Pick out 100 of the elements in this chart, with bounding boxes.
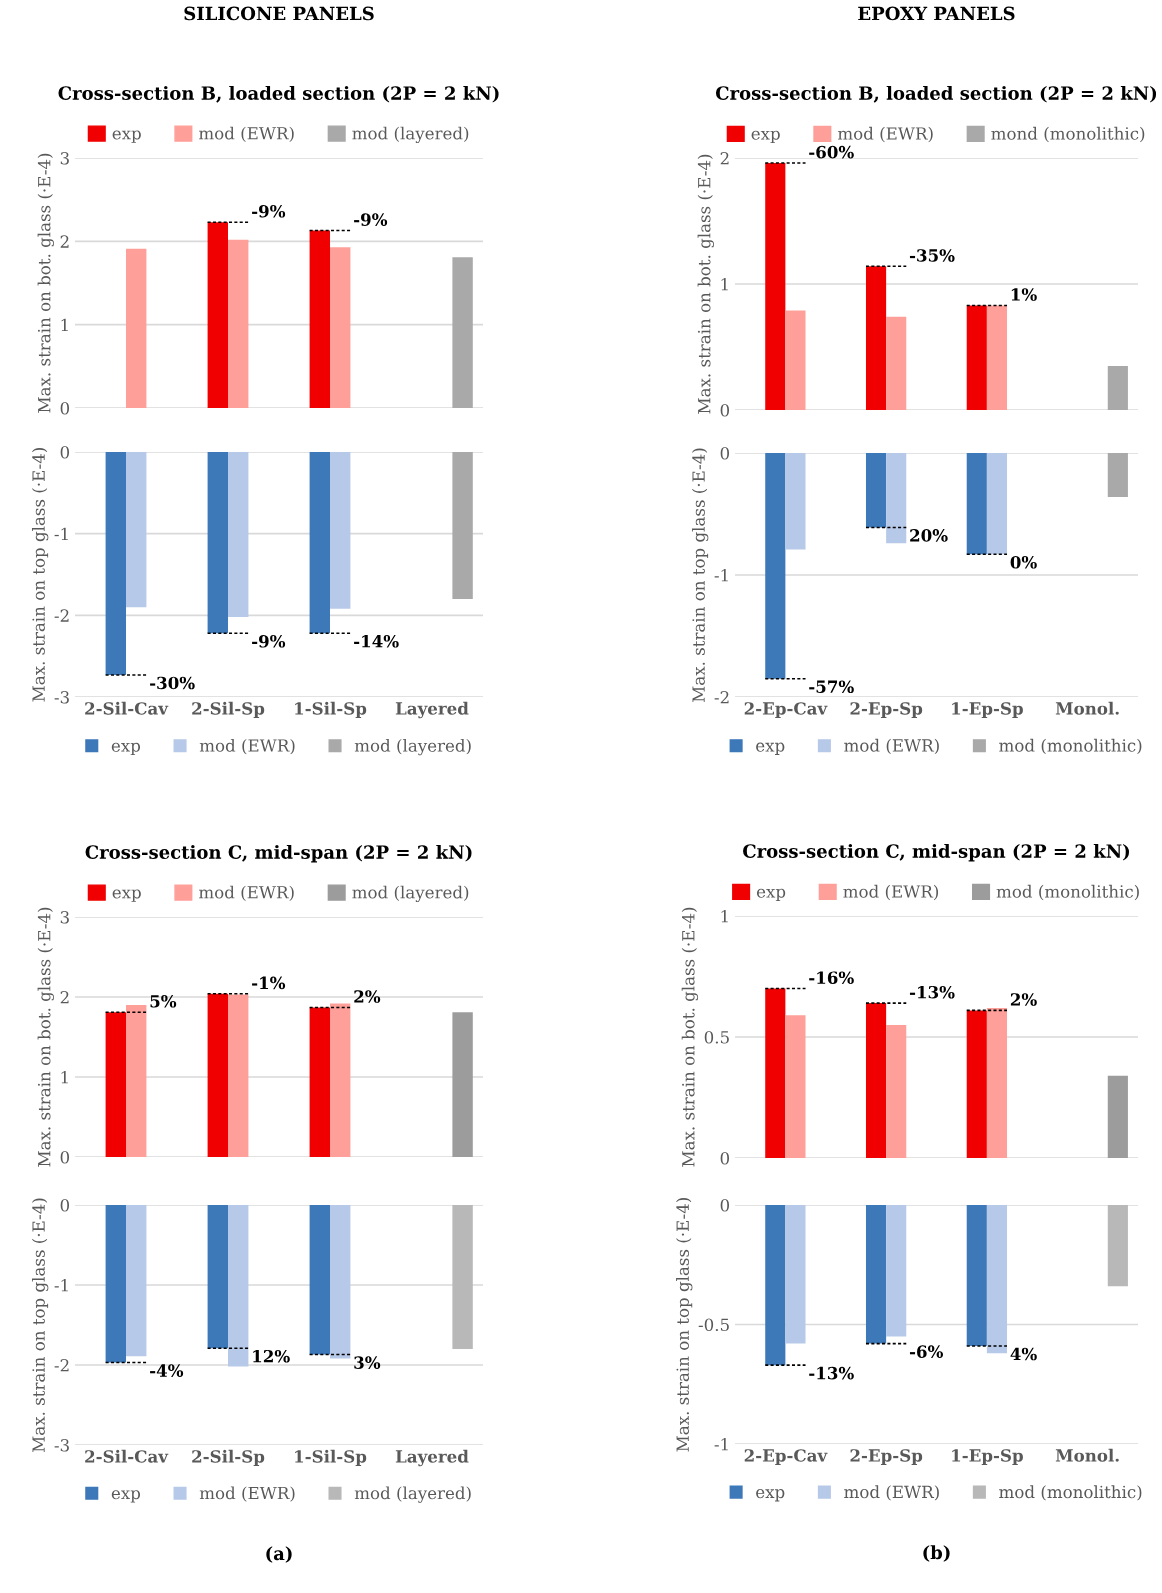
legend-label: mod (monolithic) xyxy=(996,884,1139,901)
bar xyxy=(207,222,228,408)
bar xyxy=(1107,1075,1128,1158)
annotation: -4% xyxy=(150,1364,184,1377)
annotation: -6% xyxy=(909,1345,943,1358)
legend-label: mod (EWR) xyxy=(844,738,939,755)
legend-label: mod (layered) xyxy=(354,1486,471,1503)
annotation: -30% xyxy=(150,676,195,690)
y-tick-label: -1 xyxy=(714,568,728,582)
y-tick-label: -3 xyxy=(54,1438,69,1452)
text: EPOXY PANELS xyxy=(858,6,1015,21)
y-axis-title: Max. strain on bot. glass (·E-4) xyxy=(37,153,54,413)
y-tick-label: -1 xyxy=(714,1437,728,1451)
annotation: 0% xyxy=(1010,555,1037,569)
y-tick-label: -1 xyxy=(54,1278,68,1292)
legend-label: mod (EWR) xyxy=(198,885,294,901)
bar xyxy=(309,230,330,408)
y-tick-label: 0 xyxy=(60,445,70,459)
y-tick-label: 3 xyxy=(60,910,69,924)
chart-title: Cross-section C, mid-span (2P = 2 kN) xyxy=(743,843,1130,862)
y-tick-label: 0 xyxy=(720,403,730,417)
bar xyxy=(1107,365,1128,410)
y-tick-label: 0 xyxy=(60,1198,70,1212)
y-tick-label: -0.5 xyxy=(698,1318,729,1332)
x-tick-label: Monol. xyxy=(1055,701,1119,715)
legend-label: mod (EWR) xyxy=(199,738,295,755)
y-tick-label: 0 xyxy=(60,1150,70,1164)
x-tick-label: Layered xyxy=(395,701,469,719)
y-axis-title: Max. strain on bot. glass (·E-4) xyxy=(681,907,699,1167)
legend-label: exp xyxy=(751,130,780,143)
text: (a) xyxy=(266,1546,292,1563)
annotation: 3% xyxy=(354,1356,381,1369)
annotation: 1% xyxy=(1011,288,1037,301)
y-tick-label: 2 xyxy=(60,235,69,248)
y-tick-label: -3 xyxy=(54,690,69,704)
legend-label: exp xyxy=(756,888,786,901)
y-tick-label: 1 xyxy=(721,909,728,923)
text: (b) xyxy=(923,1545,950,1562)
legend-label: mod (EWR) xyxy=(837,126,933,143)
annotation: -9% xyxy=(252,204,286,218)
legend-label: mod (monolithic) xyxy=(999,1485,1142,1501)
y-tick-label: -1 xyxy=(54,527,68,540)
annotation: 4% xyxy=(1010,1347,1037,1361)
y-tick-label: -2 xyxy=(54,609,69,622)
annotation: -13% xyxy=(809,1366,854,1380)
legend-label: mod (EWR) xyxy=(844,1485,939,1501)
annotation: -9% xyxy=(252,634,286,648)
x-tick-label: Monol. xyxy=(1055,1448,1119,1462)
annotation: -14% xyxy=(354,634,399,648)
bar xyxy=(865,1003,887,1158)
annotation: 20% xyxy=(910,529,948,542)
bar xyxy=(986,305,1008,410)
annotation: -60% xyxy=(809,145,854,159)
x-tick-label: 2-Sil-Cav xyxy=(85,1449,169,1463)
y-tick-label: 2 xyxy=(720,151,729,165)
y-axis-title: Max. strain on bot. glass (·E-4) xyxy=(37,907,54,1167)
annotation: 12% xyxy=(253,1349,290,1363)
x-tick-label: 2-Ep-Sp xyxy=(850,702,923,718)
x-tick-label: 1-Sil-Sp xyxy=(295,701,367,718)
annotation: -9% xyxy=(354,213,388,226)
legend-label: mod (EWR) xyxy=(843,884,939,901)
y-tick-label: -2 xyxy=(54,1358,69,1372)
legend-label: exp xyxy=(112,130,141,143)
annotation: -13% xyxy=(909,985,955,999)
y-axis-title: Max. strain on bot. glass (·E-4) xyxy=(697,154,714,414)
y-axis-title: Max. strain on top glass (·E-4) xyxy=(31,448,49,702)
y-tick-label: 1 xyxy=(721,277,728,291)
x-tick-label: 2-Sil-Cav xyxy=(85,701,169,715)
y-tick-label: 2 xyxy=(60,990,69,1004)
x-tick-label: 2-Sil-Sp xyxy=(192,701,265,718)
y-tick-label: -2 xyxy=(714,690,729,704)
bar xyxy=(765,163,786,410)
y-axis-title: Max. strain on top glass (·E-4) xyxy=(676,1198,693,1452)
y-tick-label: 1 xyxy=(61,318,68,331)
annotation: 5% xyxy=(150,994,177,1008)
bar xyxy=(330,247,351,408)
legend-label: exp xyxy=(756,742,785,755)
bar xyxy=(966,1010,987,1158)
bar xyxy=(228,239,249,408)
legend-label: mod (layered) xyxy=(354,738,471,756)
legend-label: exp xyxy=(112,889,141,902)
legend-label: mod (layered) xyxy=(352,126,469,143)
x-tick-label: 1-Sil-Sp xyxy=(295,1449,367,1466)
y-tick-label: 0 xyxy=(720,446,730,460)
chart-title: Cross-section B, loaded section (2P = 2 kN) xyxy=(715,85,1157,103)
annotation: 2% xyxy=(1010,993,1037,1006)
annotation: -57% xyxy=(809,680,854,693)
text: SILICONE PANELS xyxy=(184,6,374,21)
chart-title: Cross-section C, mid-span (2P = 2 kN) xyxy=(85,844,472,863)
x-tick-label: 1-Ep-Sp xyxy=(952,1449,1023,1465)
legend-label: mod (layered) xyxy=(352,885,469,902)
bar xyxy=(452,257,473,408)
bar xyxy=(785,1015,806,1158)
bar xyxy=(865,266,887,410)
x-tick-label: Layered xyxy=(395,1449,469,1467)
x-tick-label: 1-Ep-Sp xyxy=(952,702,1023,718)
x-tick-label: 2-Ep-Cav xyxy=(744,1449,828,1465)
bar xyxy=(886,1024,907,1158)
y-tick-label: 1 xyxy=(61,1070,68,1084)
legend-label: mod (monolithic) xyxy=(999,738,1142,755)
